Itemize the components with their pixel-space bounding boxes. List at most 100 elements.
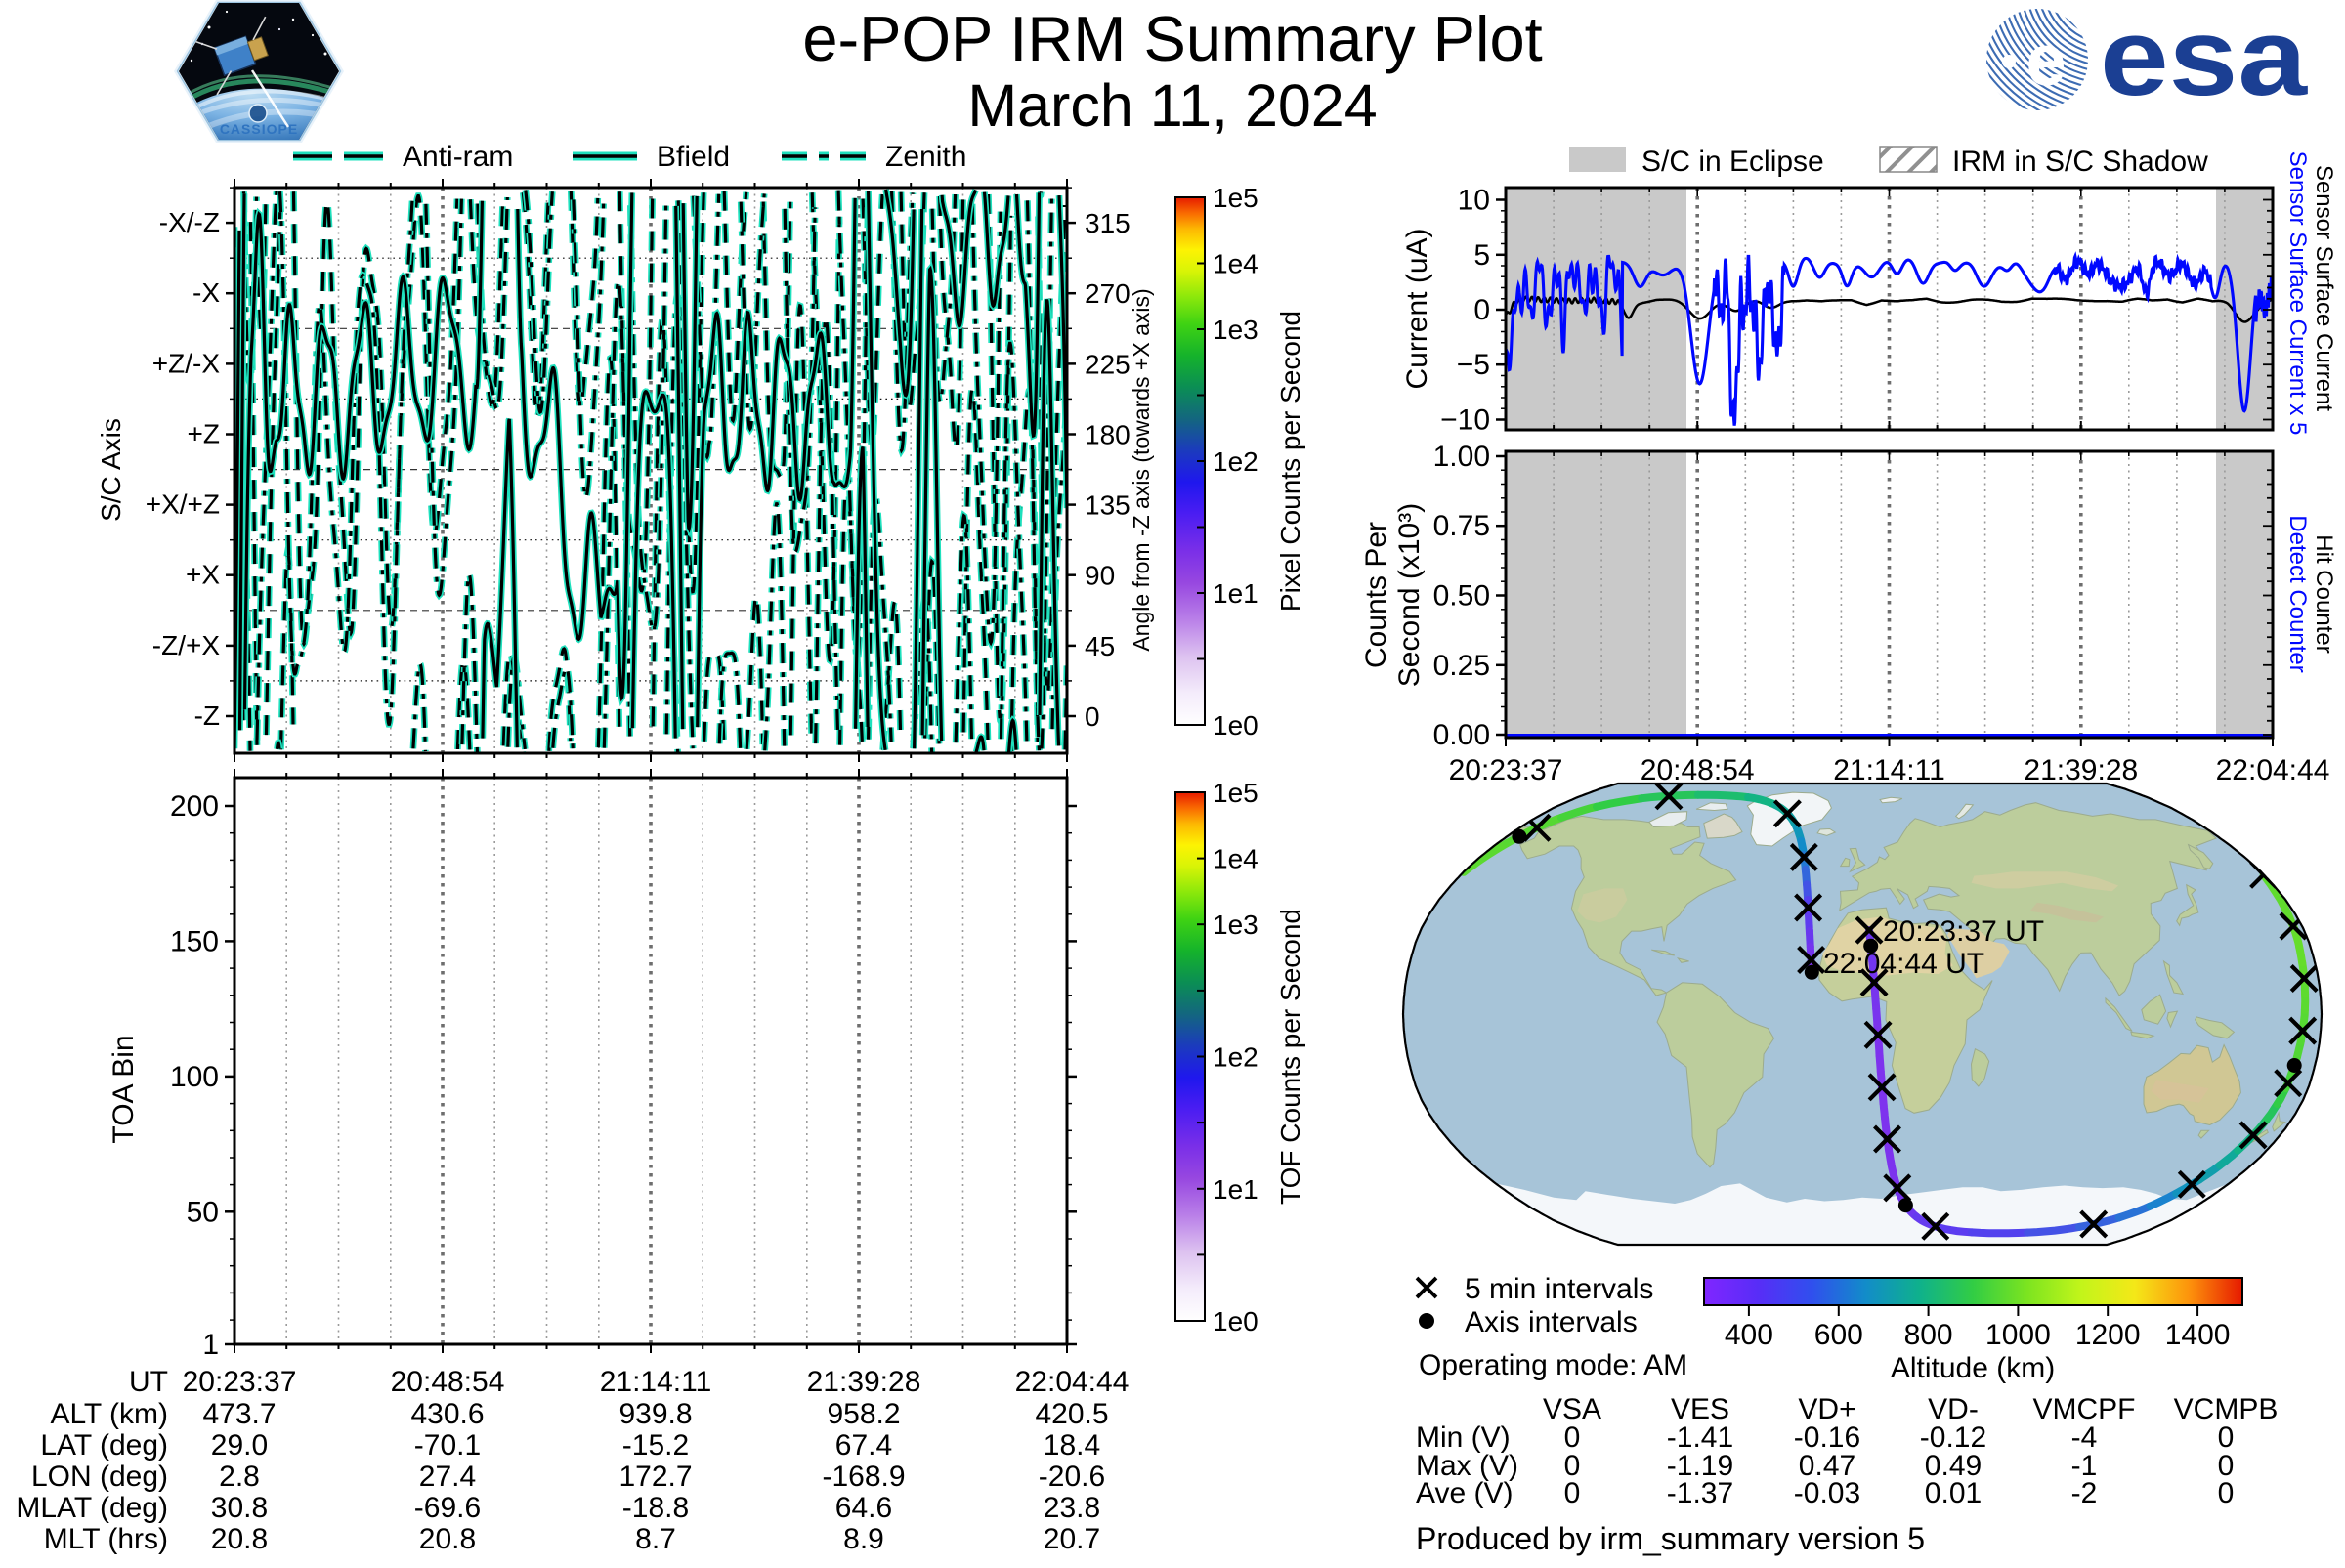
svg-text:ALT (km): ALT (km) [50,1398,168,1430]
svg-text:1e4: 1e4 [1213,249,1258,279]
svg-text:20.7: 20.7 [1044,1523,1100,1555]
svg-text:0.01: 0.01 [1925,1477,1982,1509]
svg-text:20:23:37 UT: 20:23:37 UT [1883,915,2044,948]
svg-text:420.5: 420.5 [1035,1398,1108,1430]
svg-text:VSA: VSA [1543,1393,1601,1425]
svg-text:0: 0 [2218,1421,2235,1454]
svg-text:Max (V): Max (V) [1416,1450,1518,1482]
svg-text:Ave (V): Ave (V) [1416,1477,1513,1509]
svg-text:+X/+Z: +X/+Z [146,489,220,520]
svg-text:Axis intervals: Axis intervals [1465,1306,1638,1338]
svg-text:45: 45 [1085,631,1115,661]
svg-text:20:23:37: 20:23:37 [183,1366,297,1398]
svg-text:Min (V): Min (V) [1416,1421,1511,1454]
svg-text:1: 1 [202,1329,219,1361]
svg-text:100: 100 [170,1061,219,1093]
svg-text:2.8: 2.8 [219,1461,260,1493]
svg-text:VD+: VD+ [1798,1393,1855,1425]
svg-text:-0.12: -0.12 [1920,1421,1986,1454]
svg-text:Counts Per: Counts Per [1360,522,1392,668]
svg-text:+Z/-X: +Z/-X [152,348,221,378]
svg-text:1e4: 1e4 [1213,844,1258,874]
svg-text:200: 200 [170,790,219,823]
svg-text:0.00: 0.00 [1433,719,1490,751]
svg-text:MLAT (deg): MLAT (deg) [16,1492,168,1524]
svg-text:20:23:37: 20:23:37 [1449,754,1563,786]
svg-text:90: 90 [1085,561,1115,591]
svg-text:1e5: 1e5 [1213,183,1258,213]
svg-text:958.2: 958.2 [827,1398,900,1430]
svg-text:-1.37: -1.37 [1667,1477,1733,1509]
svg-text:430.6: 430.6 [410,1398,484,1430]
svg-text:-2: -2 [2071,1477,2098,1509]
svg-text:1000: 1000 [1985,1319,2051,1351]
svg-text:-X: -X [192,277,220,308]
svg-text:473.7: 473.7 [202,1398,276,1430]
svg-text:Second (x10³): Second (x10³) [1393,503,1426,687]
svg-text:TOA Bin: TOA Bin [107,1035,140,1143]
svg-text:1e2: 1e2 [1213,1042,1258,1073]
svg-text:Pixel Counts per Second: Pixel Counts per Second [1275,311,1305,612]
svg-text:VES: VES [1671,1393,1729,1425]
svg-text:1e3: 1e3 [1213,910,1258,940]
svg-text:Operating mode: AM: Operating mode: AM [1419,1349,1687,1381]
svg-text:20:48:54: 20:48:54 [1641,754,1755,786]
svg-text:1.00: 1.00 [1433,441,1490,473]
svg-text:Sensor Surface Current: Sensor Surface Current [2311,165,2337,411]
svg-text:0.25: 0.25 [1433,650,1490,682]
svg-text:150: 150 [170,925,219,957]
svg-text:800: 800 [1904,1319,1953,1351]
svg-text:22:04:44 UT: 22:04:44 UT [1823,948,1984,980]
svg-text:23.8: 23.8 [1044,1492,1100,1524]
svg-text:−5: −5 [1457,349,1490,381]
svg-text:8.9: 8.9 [843,1523,884,1555]
svg-text:30.8: 30.8 [211,1492,268,1524]
svg-text:VCMPB: VCMPB [2174,1393,2279,1425]
svg-text:-20.6: -20.6 [1039,1461,1105,1493]
svg-text:-0.16: -0.16 [1794,1421,1860,1454]
svg-text:20.8: 20.8 [211,1523,268,1555]
svg-text:315: 315 [1085,208,1130,238]
svg-text:Anti-ram: Anti-ram [403,141,513,173]
svg-text:-1.41: -1.41 [1667,1421,1733,1454]
svg-text:0: 0 [1564,1477,1581,1509]
svg-text:5 min intervals: 5 min intervals [1465,1273,1653,1305]
svg-text:270: 270 [1085,278,1130,309]
svg-text:8.7: 8.7 [635,1523,676,1555]
svg-text:1e0: 1e0 [1213,710,1258,741]
svg-text:10: 10 [1458,185,1490,217]
svg-text:939.8: 939.8 [618,1398,692,1430]
svg-text:0.49: 0.49 [1925,1450,1982,1482]
svg-text:−10: −10 [1440,404,1490,437]
svg-text:MLT (hrs): MLT (hrs) [44,1523,168,1555]
svg-text:22:04:44: 22:04:44 [2216,754,2330,786]
svg-text:0.50: 0.50 [1433,580,1490,613]
svg-text:21:14:11: 21:14:11 [600,1366,712,1398]
svg-text:21:39:28: 21:39:28 [2024,754,2138,786]
svg-text:1e2: 1e2 [1213,446,1258,477]
svg-text:e-POP IRM Summary Plot: e-POP IRM Summary Plot [802,3,1542,74]
svg-text:VMCPF: VMCPF [2033,1393,2136,1425]
svg-text:0: 0 [1564,1421,1581,1454]
svg-text:Hit Counter: Hit Counter [2311,534,2337,653]
svg-text:600: 600 [1814,1319,1863,1351]
svg-text:-X/-Z: -X/-Z [159,207,220,237]
svg-text:64.6: 64.6 [835,1492,892,1524]
svg-text:-168.9: -168.9 [822,1461,905,1493]
svg-text:LAT (deg): LAT (deg) [40,1429,168,1462]
svg-text:21:39:28: 21:39:28 [807,1366,921,1398]
svg-text:5: 5 [1473,239,1490,272]
svg-text:18.4: 18.4 [1044,1429,1100,1462]
svg-text:1200: 1200 [2075,1319,2141,1351]
svg-text:-Z/+X: -Z/+X [152,630,221,660]
svg-text:1e1: 1e1 [1213,1174,1258,1205]
svg-text:Angle from -Z axis (towards +X: Angle from -Z axis (towards +X axis) [1129,288,1154,651]
svg-text:-4: -4 [2071,1421,2098,1454]
svg-text:S/C Axis: S/C Axis [96,418,126,522]
svg-text:S/C in Eclipse: S/C in Eclipse [1642,146,1824,178]
svg-text:0.75: 0.75 [1433,510,1490,542]
svg-text:1e5: 1e5 [1213,778,1258,808]
svg-text:1400: 1400 [2165,1319,2231,1351]
svg-text:20.8: 20.8 [419,1523,476,1555]
svg-text:-Z: -Z [194,700,220,731]
